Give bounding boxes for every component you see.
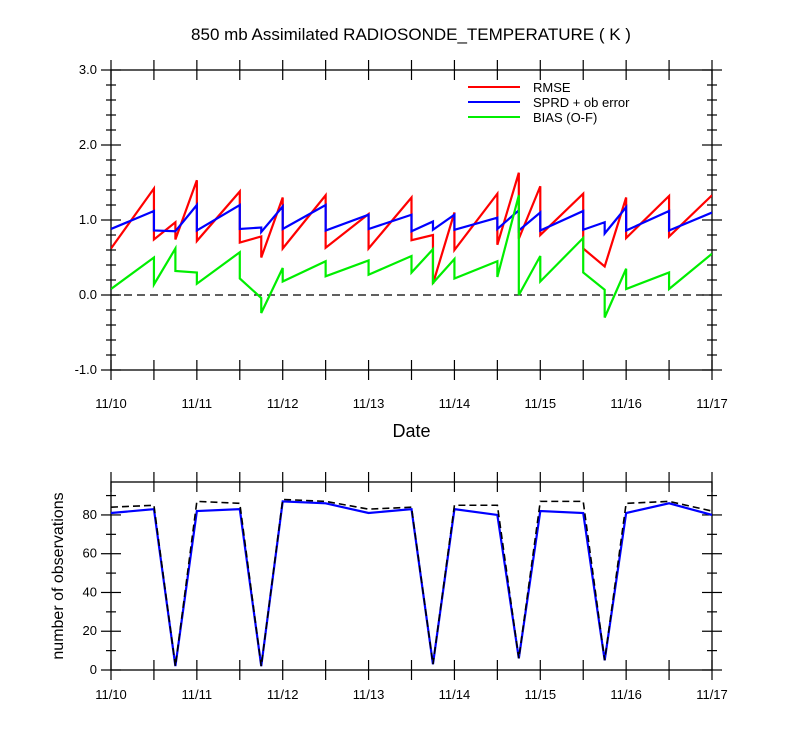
y-axis-label: number of observations <box>50 492 67 659</box>
y-tick-label: 80 <box>83 507 97 522</box>
x-tick-label: 11/13 <box>353 396 385 411</box>
x-tick-label: 11/14 <box>439 687 471 702</box>
x-tick-label: 11/12 <box>267 396 299 411</box>
x-tick-label: 11/10 <box>95 687 127 702</box>
series-line-bias-o-f- <box>111 194 712 318</box>
x-tick-label: 11/11 <box>182 687 213 702</box>
top-chart: 11/10 11/11 11/12 11/13 11/14 11/15 11/16 11/17… <box>75 60 728 441</box>
x-tick-label: 11/11 <box>182 396 213 411</box>
y-tick-label: 0.0 <box>79 287 97 302</box>
y-tick-label: 20 <box>83 623 97 638</box>
chart-title: 850 mb Assimilated RADIOSONDE_TEMPERATUR… <box>191 25 631 44</box>
y-tick-label: 2.0 <box>79 137 97 152</box>
y-tick-label: 40 <box>83 584 97 599</box>
x-tick-label: 11/15 <box>524 396 556 411</box>
legend-label: RMSE <box>533 80 571 95</box>
y-tick-label: 1.0 <box>79 212 97 227</box>
y-tick-label: 60 <box>83 546 97 561</box>
x-tick-label: 11/16 <box>610 396 642 411</box>
series-line-sprd-ob-error <box>111 201 712 237</box>
series-group <box>111 172 712 318</box>
series-line-observations-used <box>111 500 712 667</box>
x-axis-label: Date <box>392 421 430 441</box>
x-tick-label: 11/17 <box>696 687 728 702</box>
x-tick-label: 11/14 <box>439 396 471 411</box>
series-line-observations-possible <box>111 498 712 667</box>
x-tick-label: 11/16 <box>610 687 642 702</box>
legend-label: BIAS (O-F) <box>533 110 597 125</box>
x-tick-label: 11/13 <box>353 687 385 702</box>
x-tick-label: 11/15 <box>524 687 556 702</box>
x-tick-label: 11/12 <box>267 687 299 702</box>
y-tick-label: -1.0 <box>75 362 97 377</box>
y-tick-label: 0 <box>90 662 97 677</box>
bottom-chart: 11/10 11/11 11/12 11/13 11/14 11/15 11/16 11/17… <box>50 472 728 702</box>
series-group <box>111 498 712 667</box>
x-tick-label: 11/17 <box>696 396 728 411</box>
y-tick-label: 3.0 <box>79 62 97 77</box>
x-tick-label: 11/10 <box>95 396 127 411</box>
legend-label: SPRD + ob error <box>533 95 630 110</box>
